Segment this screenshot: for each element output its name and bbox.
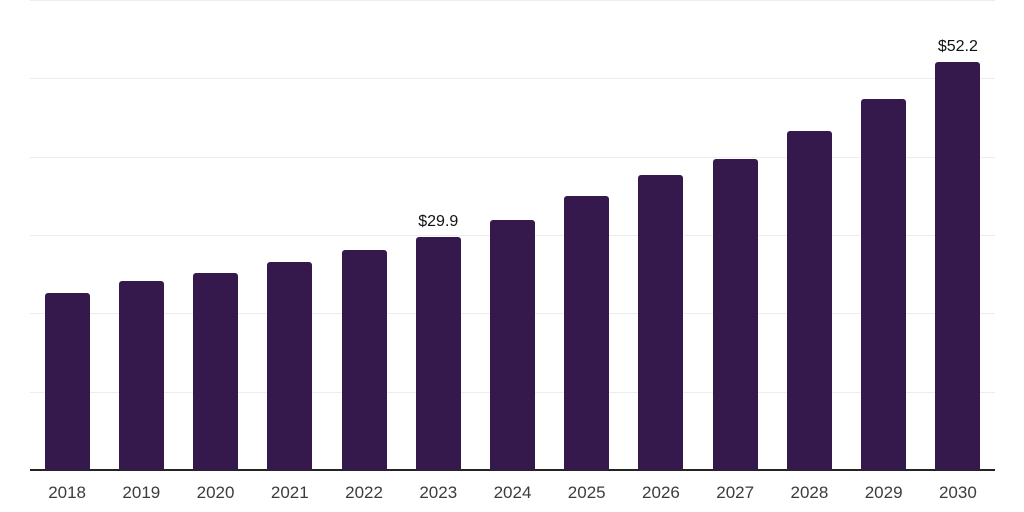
bar-2026 xyxy=(638,174,684,470)
bar-2022 xyxy=(341,250,387,470)
bar-value-label-2030: $52.2 xyxy=(937,38,978,56)
x-tick-2018: 2018 xyxy=(48,483,87,502)
x-tick-2021: 2021 xyxy=(270,483,309,502)
gridline-60 xyxy=(30,0,995,1)
bar-2025 xyxy=(564,196,610,470)
x-tick-2028: 2028 xyxy=(790,483,829,502)
x-axis-line xyxy=(30,469,995,471)
x-tick-2027: 2027 xyxy=(716,483,755,502)
gridline-50 xyxy=(30,78,995,80)
x-tick-2029: 2029 xyxy=(864,483,903,502)
bar-2024 xyxy=(490,220,535,470)
x-tick-2024: 2024 xyxy=(493,483,532,502)
bar-2020 xyxy=(193,272,239,470)
plot-area: $29.9 $52.2 xyxy=(30,0,995,471)
bar-2030 xyxy=(935,62,981,470)
bar-2021 xyxy=(267,261,313,470)
bar-2018 xyxy=(44,293,90,470)
x-tick-2023: 2023 xyxy=(419,483,458,502)
x-tick-2020: 2020 xyxy=(196,483,235,502)
bar-2027 xyxy=(712,159,758,470)
bar-2028 xyxy=(786,131,832,470)
x-tick-2026: 2026 xyxy=(642,483,680,502)
bar-2019 xyxy=(118,280,164,470)
bar-2029 xyxy=(861,98,907,470)
bar-value-label-2023: $29.9 xyxy=(418,212,459,230)
x-tick-2025: 2025 xyxy=(567,483,606,502)
x-tick-2022: 2022 xyxy=(345,483,383,502)
gridline-40 xyxy=(30,156,995,158)
x-tick-2030: 2030 xyxy=(938,483,977,502)
x-tick-2019: 2019 xyxy=(122,483,161,502)
bar-2023 xyxy=(415,236,461,470)
